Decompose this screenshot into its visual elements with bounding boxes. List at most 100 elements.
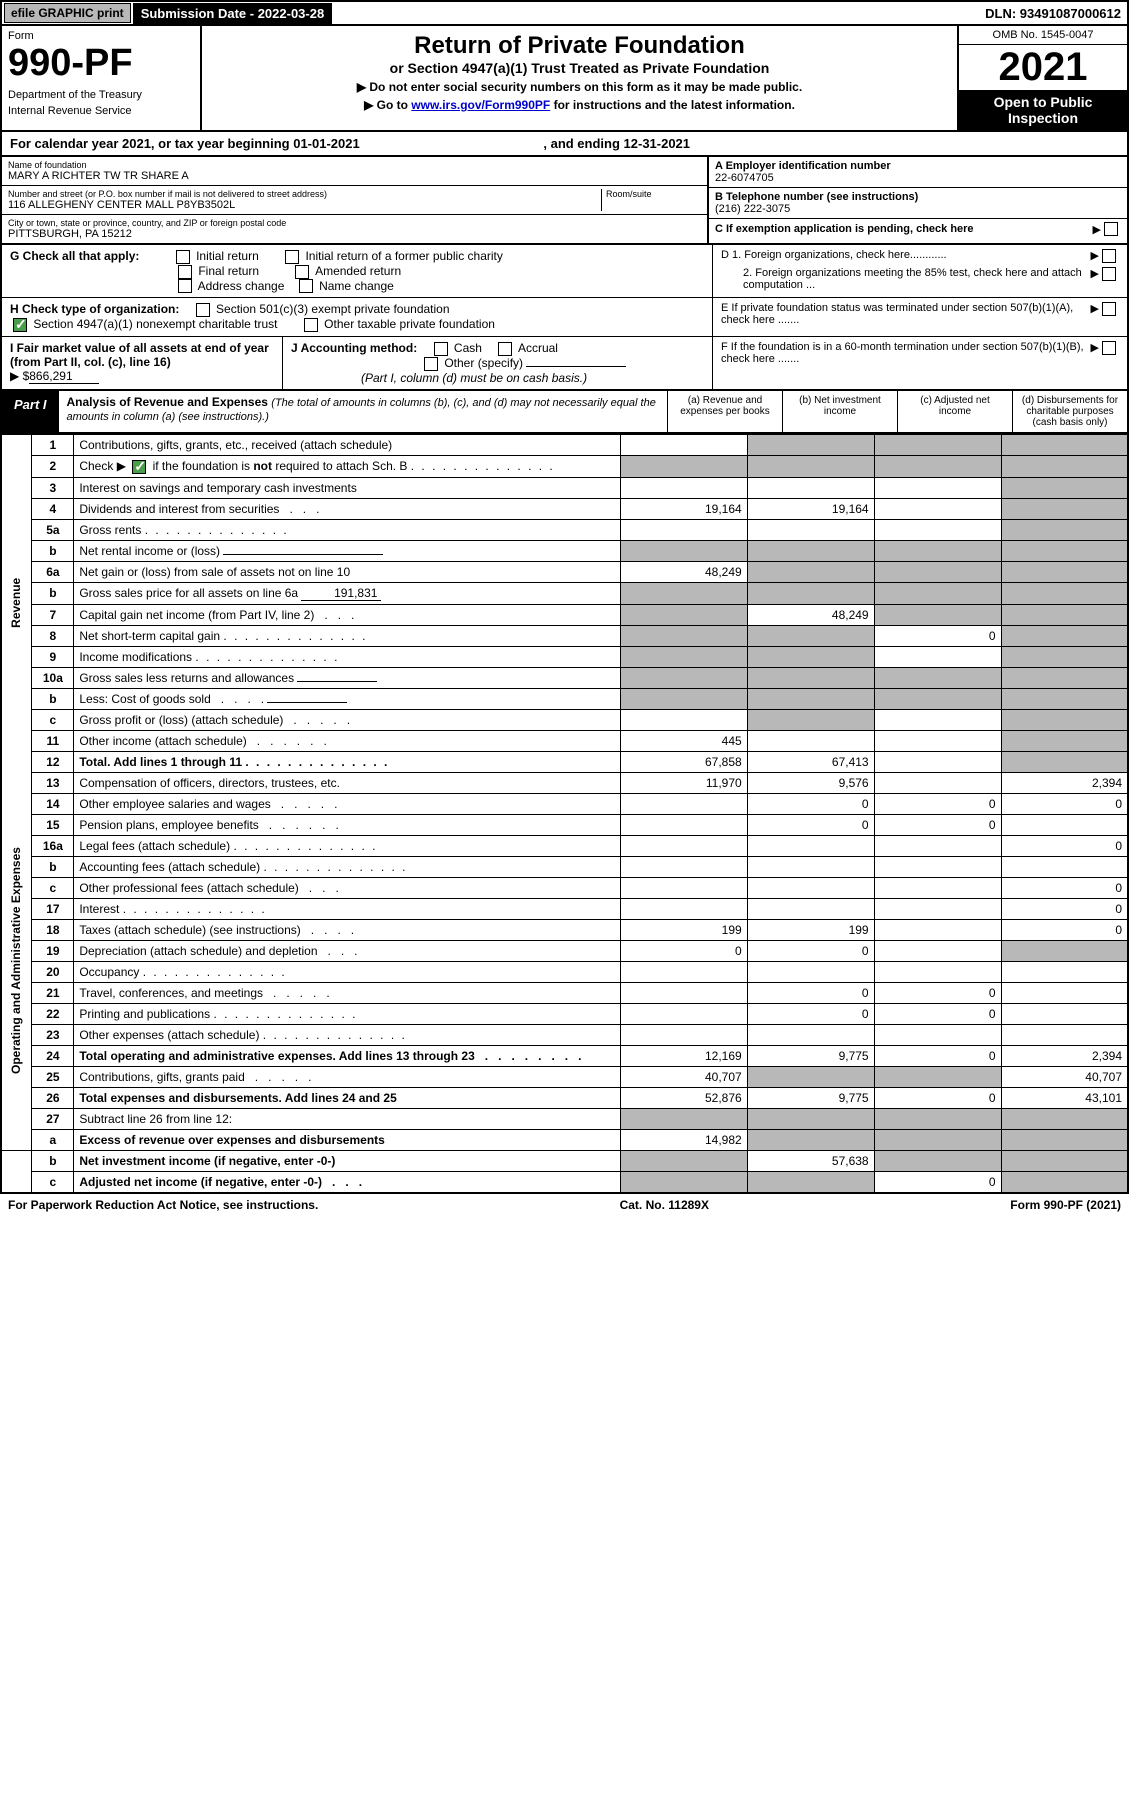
line-16b-desc: Accounting fees (attach schedule) [74, 856, 620, 877]
val-18d: 0 [1001, 919, 1128, 940]
c-label: C If exemption application is pending, c… [715, 223, 1089, 235]
d1-checkbox[interactable] [1102, 249, 1116, 263]
line-5a-desc: Gross rents [74, 519, 620, 540]
final-return-checkbox[interactable] [178, 265, 192, 279]
val-17d: 0 [1001, 898, 1128, 919]
expenses-side-label: Operating and Administrative Expenses [1, 772, 32, 1150]
cat-no: Cat. No. 11289X [620, 1198, 709, 1212]
section-ij-row: I Fair market value of all assets at end… [0, 337, 1129, 391]
line-27b-desc: Net investment income (if negative, ente… [74, 1150, 620, 1171]
e-checkbox[interactable] [1102, 302, 1116, 316]
val-12b: 67,413 [747, 751, 874, 772]
line-no: 21 [32, 982, 74, 1003]
table-row: 3Interest on savings and temporary cash … [1, 477, 1128, 498]
section-g: G Check all that apply: Initial return I… [2, 245, 712, 297]
val-27c-c: 0 [874, 1171, 1001, 1193]
table-row: 19Depreciation (attach schedule) and dep… [1, 940, 1128, 961]
table-row: 27Subtract line 26 from line 12: [1, 1108, 1128, 1129]
table-row: bNet investment income (if negative, ent… [1, 1150, 1128, 1171]
val-11a: 445 [620, 730, 747, 751]
val-4a: 19,164 [620, 498, 747, 519]
table-row: 22Printing and publications 00 [1, 1003, 1128, 1024]
table-row: 23Other expenses (attach schedule) [1, 1024, 1128, 1045]
line-no: 3 [32, 477, 74, 498]
line-22-desc: Printing and publications [74, 1003, 620, 1024]
table-row: 20Occupancy [1, 961, 1128, 982]
table-row: bNet rental income or (loss) [1, 540, 1128, 561]
j-other: Other (specify) [444, 356, 523, 370]
501c3-checkbox[interactable] [196, 303, 210, 317]
other-taxable-checkbox[interactable] [304, 318, 318, 332]
val-24b: 9,775 [747, 1045, 874, 1066]
val-22c: 0 [874, 1003, 1001, 1024]
line-4-desc: Dividends and interest from securities .… [74, 498, 620, 519]
cash-checkbox[interactable] [434, 342, 448, 356]
val-24a: 12,169 [620, 1045, 747, 1066]
section-f: F If the foundation is in a 60-month ter… [712, 337, 1127, 389]
c-checkbox[interactable] [1104, 222, 1118, 236]
arrow-icon: ▶ [1091, 267, 1099, 291]
line-no: c [32, 877, 74, 898]
val-8c: 0 [874, 625, 1001, 646]
efile-print-button[interactable]: efile GRAPHIC print [4, 3, 131, 23]
accrual-checkbox[interactable] [498, 342, 512, 356]
line-16c-desc: Other professional fees (attach schedule… [74, 877, 620, 898]
table-row: 26Total expenses and disbursements. Add … [1, 1087, 1128, 1108]
dln: DLN: 93491087000612 [985, 6, 1127, 21]
table-row: 9Income modifications [1, 646, 1128, 667]
line-20-desc: Occupancy [74, 961, 620, 982]
initial-return-checkbox[interactable] [176, 250, 190, 264]
line-no: 25 [32, 1066, 74, 1087]
phone-value: (216) 222-3075 [715, 203, 1121, 215]
table-row: 11Other income (attach schedule) . . . .… [1, 730, 1128, 751]
schb-checkbox[interactable] [132, 460, 146, 474]
section-j: J Accounting method: Cash Accrual Other … [282, 337, 712, 389]
line-no: 13 [32, 772, 74, 793]
address-change-checkbox[interactable] [178, 279, 192, 293]
table-row: aExcess of revenue over expenses and dis… [1, 1129, 1128, 1150]
table-row: cGross profit or (loss) (attach schedule… [1, 709, 1128, 730]
val-27a-a: 14,982 [620, 1129, 747, 1150]
section-h-row: H Check type of organization: Section 50… [0, 298, 1129, 337]
name-change-checkbox[interactable] [299, 279, 313, 293]
d2-checkbox[interactable] [1102, 267, 1116, 281]
table-row: 16aLegal fees (attach schedule) 0 [1, 835, 1128, 856]
line-12-desc: Total. Add lines 1 through 11 [74, 751, 620, 772]
irs-link[interactable]: www.irs.gov/Form990PF [411, 98, 550, 112]
tax-year: 2021 [959, 45, 1127, 90]
table-row: 4Dividends and interest from securities … [1, 498, 1128, 519]
line-no: 23 [32, 1024, 74, 1045]
e-label: E If private foundation status was termi… [721, 302, 1091, 326]
val-7b: 48,249 [747, 604, 874, 625]
section-d: D 1. Foreign organizations, check here..… [712, 245, 1127, 297]
line-1-desc: Contributions, gifts, grants, etc., rece… [74, 434, 620, 455]
line-no: 26 [32, 1087, 74, 1108]
4947-checkbox[interactable] [13, 318, 27, 332]
initial-former-checkbox[interactable] [285, 250, 299, 264]
table-row: 12Total. Add lines 1 through 11 67,85867… [1, 751, 1128, 772]
header-mid: Return of Private Foundation or Section … [202, 26, 957, 130]
other-method-checkbox[interactable] [424, 357, 438, 371]
val-14d: 0 [1001, 793, 1128, 814]
line-7-desc: Capital gain net income (from Part IV, l… [74, 604, 620, 625]
val-6a-a: 48,249 [620, 561, 747, 582]
city-label: City or town, state or province, country… [8, 218, 701, 228]
section-g-row: G Check all that apply: Initial return I… [0, 245, 1129, 298]
inst2-pre: ▶ Go to [364, 98, 411, 112]
line-no: 18 [32, 919, 74, 940]
line-no: 10a [32, 667, 74, 688]
amended-checkbox[interactable] [295, 265, 309, 279]
line-27a-desc: Excess of revenue over expenses and disb… [74, 1129, 620, 1150]
val-18b: 199 [747, 919, 874, 940]
form-number: 990-PF [8, 42, 194, 85]
address-cell: Number and street (or P.O. box number if… [2, 186, 707, 215]
table-row: cOther professional fees (attach schedul… [1, 877, 1128, 898]
h-opt1: Section 501(c)(3) exempt private foundat… [216, 302, 449, 316]
table-row: 14Other employee salaries and wages . . … [1, 793, 1128, 814]
table-row: 7Capital gain net income (from Part IV, … [1, 604, 1128, 625]
f-checkbox[interactable] [1102, 341, 1116, 355]
line-no: b [32, 1150, 74, 1171]
val-19a: 0 [620, 940, 747, 961]
form-label: Form [8, 30, 194, 42]
form-ref: Form 990-PF (2021) [1010, 1198, 1121, 1212]
